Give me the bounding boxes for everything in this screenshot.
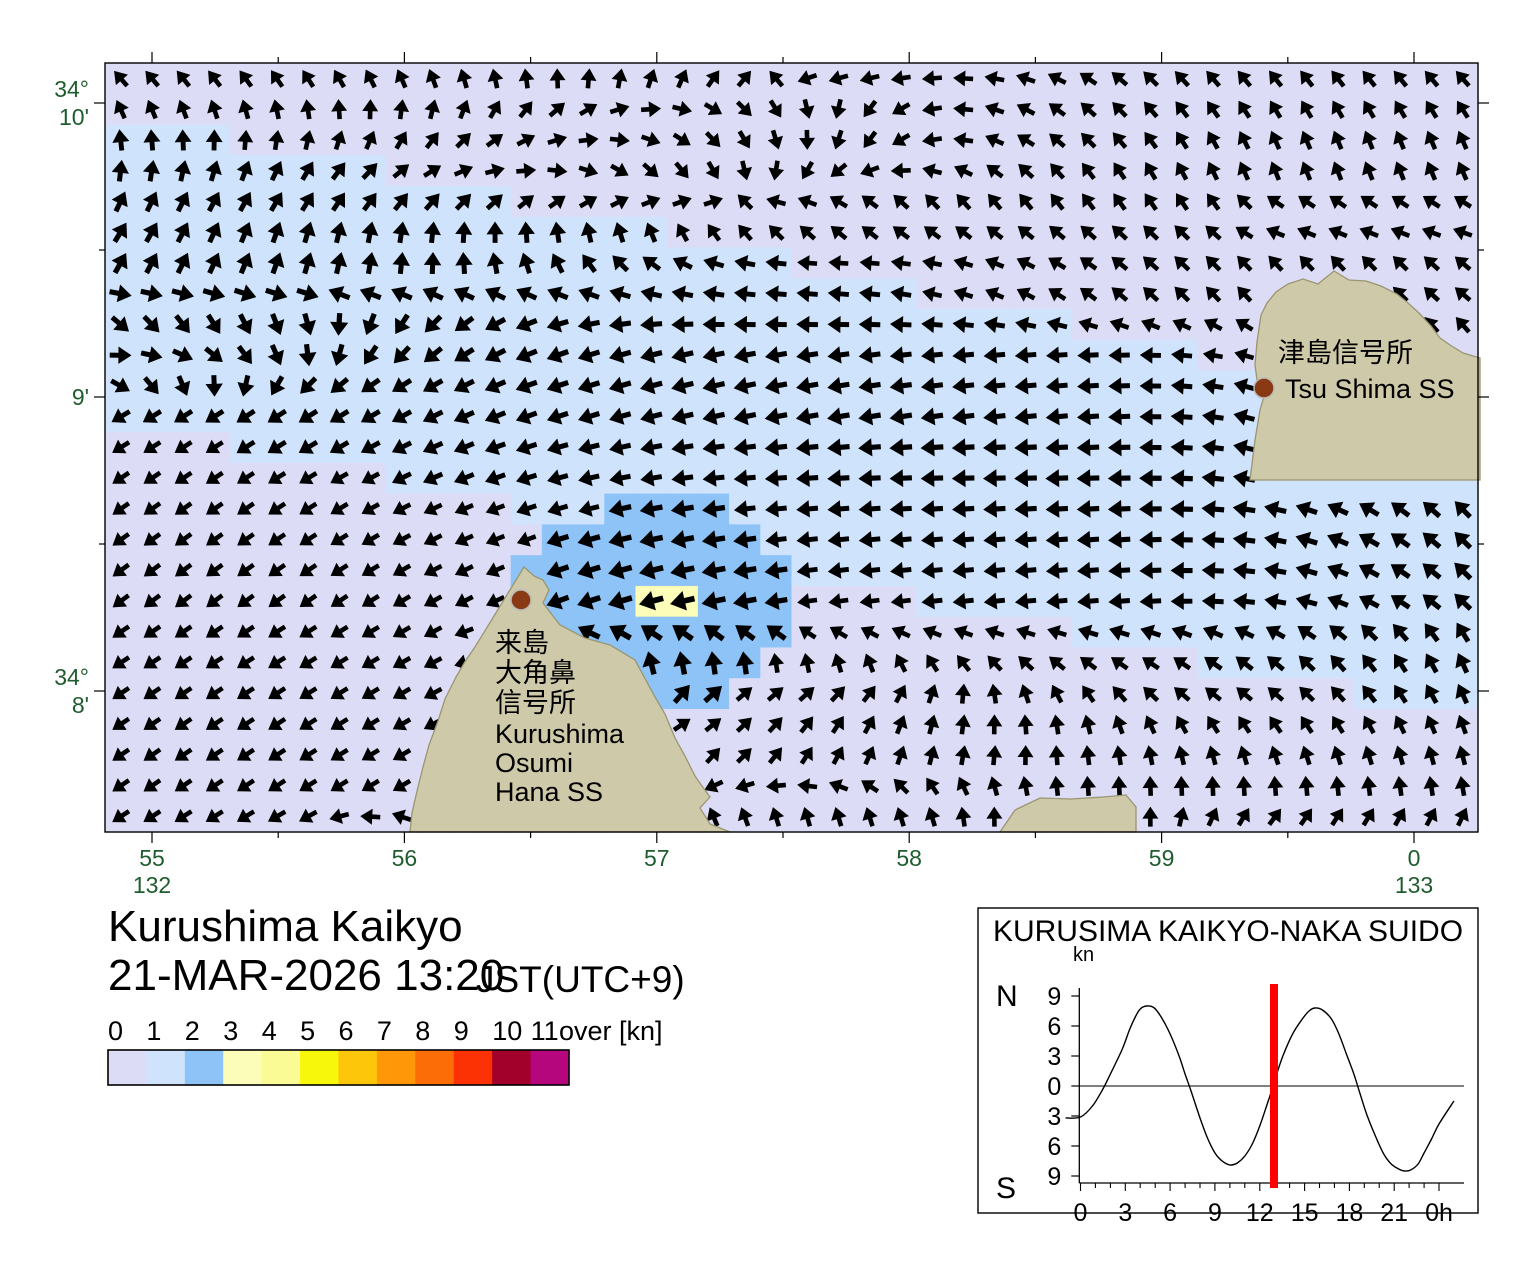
svg-text:KURUSIMA KAIKYO-NAKA SUIDO: KURUSIMA KAIKYO-NAKA SUIDO — [993, 915, 1463, 948]
svg-text:21: 21 — [1380, 1199, 1408, 1227]
svg-text:3: 3 — [223, 1016, 238, 1046]
svg-text:Kurushima Kaikyo: Kurushima Kaikyo — [108, 902, 463, 951]
svg-text:0: 0 — [1047, 1073, 1061, 1101]
svg-text:6: 6 — [1047, 1013, 1061, 1041]
svg-text:Tsu Shima SS: Tsu Shima SS — [1285, 374, 1455, 404]
svg-text:5: 5 — [300, 1016, 315, 1046]
svg-text:0: 0 — [108, 1016, 123, 1046]
svg-text:2: 2 — [185, 1016, 200, 1046]
svg-text:over [kn]: over [kn] — [559, 1016, 663, 1046]
svg-text:JST(UTC+9): JST(UTC+9) — [476, 959, 685, 1000]
svg-text:8': 8' — [72, 692, 89, 718]
svg-text:18: 18 — [1335, 1199, 1363, 1227]
svg-text:信号所: 信号所 — [495, 688, 576, 718]
svg-text:56: 56 — [392, 845, 418, 871]
svg-text:57: 57 — [644, 845, 670, 871]
svg-text:6: 6 — [1163, 1199, 1177, 1227]
svg-text:58: 58 — [896, 845, 922, 871]
svg-text:3: 3 — [1118, 1199, 1132, 1227]
svg-text:7: 7 — [377, 1016, 392, 1046]
svg-text:132: 132 — [133, 872, 171, 898]
svg-text:0: 0 — [1074, 1199, 1088, 1227]
svg-text:N: N — [996, 980, 1018, 1013]
svg-text:55: 55 — [139, 845, 165, 871]
svg-text:4: 4 — [262, 1016, 277, 1046]
svg-text:10': 10' — [59, 104, 89, 130]
svg-text:8: 8 — [415, 1016, 430, 1046]
svg-text:9': 9' — [72, 384, 89, 410]
svg-text:9: 9 — [454, 1016, 469, 1046]
svg-text:津島信号所: 津島信号所 — [1278, 338, 1413, 368]
svg-text:9: 9 — [1047, 983, 1061, 1011]
svg-text:34°: 34° — [54, 664, 89, 690]
svg-text:3: 3 — [1047, 1103, 1061, 1131]
svg-text:34°: 34° — [54, 76, 89, 102]
svg-text:6: 6 — [1047, 1133, 1061, 1161]
svg-text:Hana SS: Hana SS — [495, 777, 603, 807]
svg-text:3: 3 — [1047, 1043, 1061, 1071]
svg-text:S: S — [996, 1172, 1016, 1205]
svg-text:1: 1 — [146, 1016, 161, 1046]
svg-text:21-MAR-2026 13:20: 21-MAR-2026 13:20 — [108, 951, 504, 1000]
svg-text:12: 12 — [1246, 1199, 1274, 1227]
svg-text:10: 10 — [492, 1016, 522, 1046]
svg-text:kn: kn — [1073, 944, 1094, 966]
svg-text:6: 6 — [339, 1016, 354, 1046]
svg-text:来島: 来島 — [495, 628, 549, 658]
svg-text:133: 133 — [1395, 872, 1433, 898]
svg-text:0: 0 — [1408, 845, 1421, 871]
svg-text:11: 11 — [531, 1016, 559, 1046]
svg-text:Osumi: Osumi — [495, 748, 573, 778]
svg-text:59: 59 — [1149, 845, 1175, 871]
svg-text:0h: 0h — [1425, 1199, 1453, 1227]
svg-text:大角鼻: 大角鼻 — [495, 658, 576, 688]
svg-text:9: 9 — [1208, 1199, 1222, 1227]
svg-text:Kurushima: Kurushima — [495, 719, 625, 749]
svg-text:15: 15 — [1291, 1199, 1319, 1227]
svg-text:9: 9 — [1047, 1163, 1061, 1191]
